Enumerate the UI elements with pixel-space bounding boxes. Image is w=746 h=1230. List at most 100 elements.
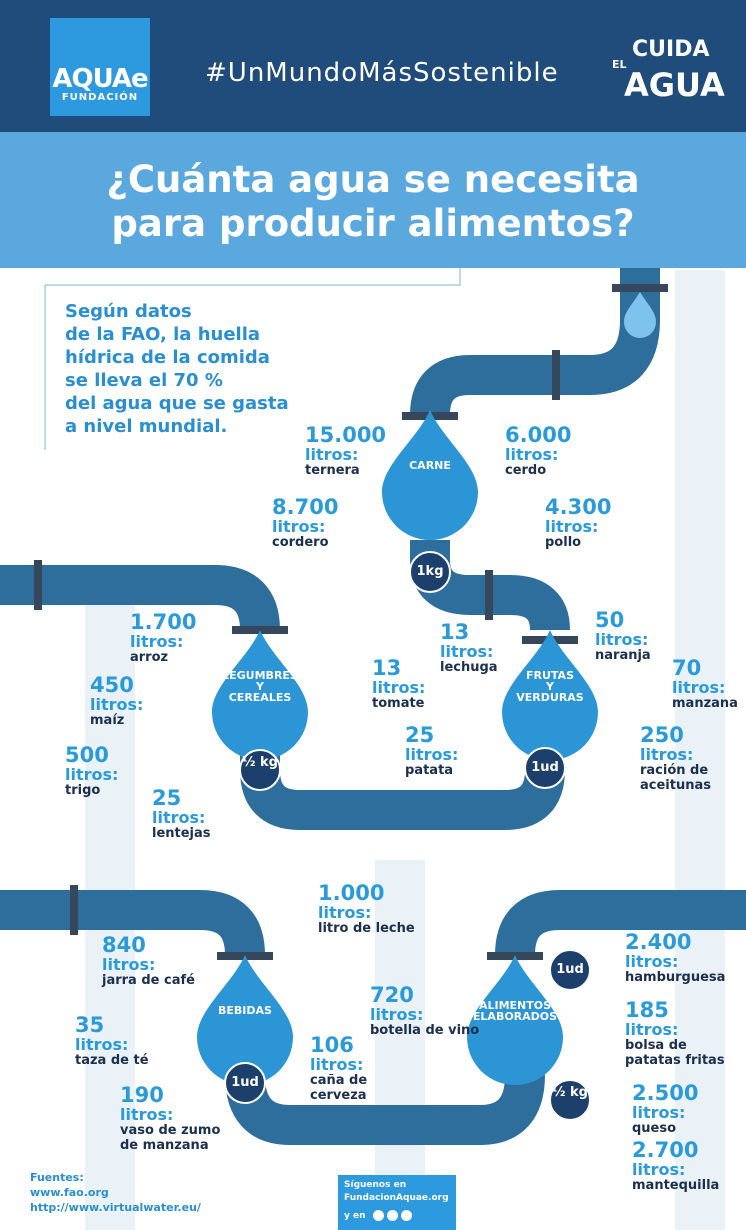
water-item: 4.300litros:pollo xyxy=(545,497,685,550)
unit-text: litros: xyxy=(318,904,458,921)
amount: 1.700 xyxy=(130,612,270,633)
unit-label: 1kg xyxy=(410,565,450,579)
food-name: cerdo xyxy=(505,463,615,478)
source[interactable]: http://www.virtualwater.eu/ xyxy=(30,1200,201,1215)
follow-link[interactable]: FundacionAquae.org xyxy=(344,1192,456,1205)
follow-box: Síguenos en FundacionAquae.org y en xyxy=(338,1175,456,1230)
food-name: hamburguesa xyxy=(625,970,735,985)
unit-text: litros: xyxy=(75,1036,215,1053)
amount: 25 xyxy=(152,788,292,809)
hashtag: #UnMundoMásSostenible xyxy=(205,58,559,88)
water-item: 6.000litros:cerdo xyxy=(505,425,645,478)
amount: 2.700 xyxy=(632,1140,746,1161)
unit-text: litros: xyxy=(272,518,412,535)
water-item: 2.400litros:hamburguesa xyxy=(625,932,746,985)
amount: 50 xyxy=(595,610,735,631)
campaign-line: CUIDA xyxy=(612,40,725,60)
amount: 15.000 xyxy=(305,425,445,446)
follow-text: Síguenos en xyxy=(344,1179,456,1192)
intro-line: se lleva el 70 % xyxy=(65,369,289,392)
food-name: queso xyxy=(632,1121,742,1136)
unit-text: litros: xyxy=(625,1021,746,1038)
intro: Según datosde la FAO, la huellahídrica d… xyxy=(65,300,289,438)
intro-line: a nivel mundial. xyxy=(65,415,289,438)
unit-text: litros: xyxy=(130,633,270,650)
amount: 25 xyxy=(405,725,545,746)
amount: 6.000 xyxy=(505,425,645,446)
intro-line: hídrica de la comida xyxy=(65,346,289,369)
logo: AQUAe FUNDACIÓN xyxy=(50,18,150,116)
unit-text: litros: xyxy=(505,446,645,463)
intro-line: de la FAO, la huella xyxy=(65,323,289,346)
food-name: ración de aceitunas xyxy=(640,763,746,793)
amount: 13 xyxy=(372,658,512,679)
unit-label: 1ud xyxy=(550,963,590,977)
unit-text: litros: xyxy=(152,809,292,826)
amount: 185 xyxy=(625,1000,746,1021)
amount: 35 xyxy=(75,1015,215,1036)
water-item: 185litros:bolsa de patatas fritas xyxy=(625,1000,746,1068)
unit-text: litros: xyxy=(102,956,242,973)
intro-line: del agua que se gasta xyxy=(65,392,289,415)
social-icon[interactable] xyxy=(373,1210,384,1221)
social-icon[interactable] xyxy=(401,1210,412,1221)
unit-text: litros: xyxy=(672,679,746,696)
water-item: 840litros:jarra de café xyxy=(102,935,242,988)
campaign: CUIDA EL AGUA xyxy=(612,40,725,100)
sources: Fuentes: www.fao.org http://www.virtualw… xyxy=(30,1170,201,1215)
amount: 450 xyxy=(90,675,230,696)
unit-text: litros: xyxy=(640,746,746,763)
title-line: ¿Cuánta agua se necesita xyxy=(0,158,746,202)
food-name: vaso de zumo de manzana xyxy=(120,1123,230,1153)
infographic: AQUAe FUNDACIÓN #UnMundoMásSostenible CU… xyxy=(0,0,746,1230)
food-name: lentejas xyxy=(152,826,262,841)
unit-text: litros: xyxy=(595,631,735,648)
amount: 13 xyxy=(440,622,580,643)
section-name-line: ELABORADOS xyxy=(460,1011,570,1022)
title-band: ¿Cuánta agua se necesita para producir a… xyxy=(0,132,746,268)
food-name: manzana xyxy=(672,696,746,711)
intro-line: Según datos xyxy=(65,300,289,323)
unit-text: litros: xyxy=(625,953,746,970)
social-icon[interactable] xyxy=(387,1210,398,1221)
source[interactable]: www.fao.org xyxy=(30,1185,201,1200)
food-name: bolsa de patatas fritas xyxy=(625,1038,735,1068)
food-name: cordero xyxy=(272,535,382,550)
amount: 250 xyxy=(640,725,746,746)
flange xyxy=(34,560,42,610)
flange xyxy=(552,350,560,400)
amount: 106 xyxy=(310,1035,450,1056)
unit-text: litros: xyxy=(372,679,512,696)
amount: 500 xyxy=(65,745,205,766)
amount: 1.000 xyxy=(318,883,458,904)
food-name: tomate xyxy=(372,696,482,711)
unit-text: litros: xyxy=(632,1161,746,1178)
food-name: ternera xyxy=(305,463,415,478)
food-name: maíz xyxy=(90,713,200,728)
amount: 4.300 xyxy=(545,497,685,518)
logo-name: AQUAe xyxy=(50,66,150,92)
unit-text: litros: xyxy=(120,1106,260,1123)
food-name: litro de leche xyxy=(318,921,428,936)
unit-text: litros: xyxy=(545,518,685,535)
water-item: 8.700litros:cordero xyxy=(272,497,412,550)
food-name: taza de té xyxy=(75,1053,185,1068)
title-line: para producir alimentos? xyxy=(0,202,746,246)
campaign-line: AGUA xyxy=(612,70,725,100)
unit-text: litros: xyxy=(405,746,545,763)
water-item: 1.000litros:litro de leche xyxy=(318,883,458,936)
water-item: 70litros:manzana xyxy=(672,658,746,711)
flange xyxy=(485,570,493,620)
food-name: mantequilla xyxy=(632,1178,742,1193)
water-item: 50litros:naranja xyxy=(595,610,735,663)
unit-text: litros: xyxy=(90,696,230,713)
amount: 840 xyxy=(102,935,242,956)
